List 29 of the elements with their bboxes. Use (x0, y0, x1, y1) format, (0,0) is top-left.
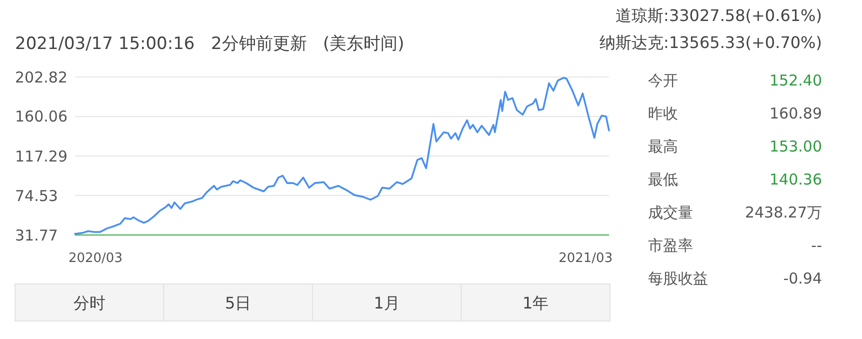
category-label: 成交量 (648, 203, 693, 222)
x-tick-label: 2021/03 (558, 251, 613, 266)
text: 153.00 (770, 137, 822, 156)
category-label: 5日 (225, 294, 252, 313)
category-label: 1年 (522, 294, 549, 313)
category-label: 分时 (73, 294, 106, 313)
text: 道琼斯:33027.58(+0.61%) (616, 6, 822, 25)
chart-title: 2021/03/17 15:00:16 2分钟前更新 (美东时间) (15, 34, 404, 54)
text: 140.36 (770, 170, 822, 188)
category-label: 市盈率 (648, 236, 693, 254)
category-label: 最高 (648, 137, 678, 156)
category-label: 最低 (648, 170, 678, 188)
text: 152.40 (770, 71, 822, 90)
category-label: 今开 (648, 71, 678, 90)
category-label: 每股收益 (648, 269, 708, 288)
text: 160.89 (770, 104, 822, 122)
y-tick-label: 74.53 (15, 186, 58, 205)
y-tick-label: 202.82 (15, 68, 68, 86)
text: 2438.27万 (744, 203, 822, 222)
text: -0.94 (783, 269, 822, 288)
text: 纳斯达克:13565.33(+0.70%) (600, 33, 822, 52)
category-label: 昨收 (648, 104, 678, 122)
x-tick-label: 2020/03 (68, 251, 122, 266)
text: -- (811, 236, 822, 254)
y-tick-label: 31.77 (15, 226, 58, 244)
y-tick-label: 117.29 (15, 147, 68, 166)
line-series (74, 76, 610, 235)
y-tick-label: 160.06 (15, 108, 68, 126)
category-label: 1月 (374, 294, 400, 313)
